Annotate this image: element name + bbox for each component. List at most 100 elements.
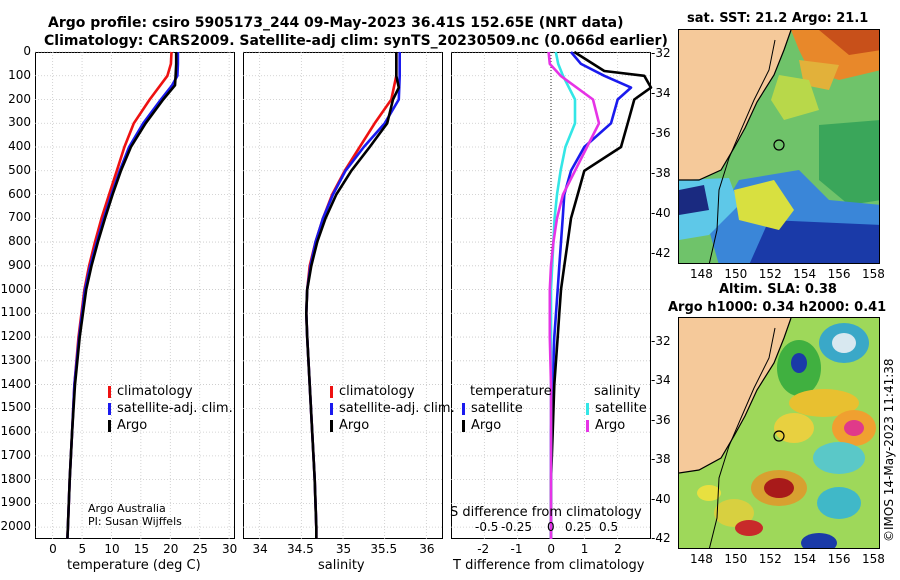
map-x-tick-label: 158 [862, 267, 885, 281]
legend-label-climatology: climatology [117, 384, 193, 399]
legend-swatch-satellite [108, 402, 111, 415]
legend-label-s-argo: Argo [595, 418, 626, 433]
x-tick-label: -1 [510, 542, 523, 556]
x-tick-label: 35.5 [370, 542, 398, 556]
sst-map-title: sat. SST: 21.2 Argo: 21.1 [687, 11, 869, 26]
legend-swatch-s-satellite [586, 402, 589, 415]
y-tick-label: 2000 [0, 519, 31, 534]
legend-label-t-satellite: satellite [471, 401, 523, 416]
y-tick-label: 100 [8, 67, 31, 82]
x-tick-label: 15 [133, 542, 150, 556]
s-tick-label: 0.25 [565, 520, 592, 534]
map-x-tick-label: 158 [862, 552, 885, 566]
map-y-tick-label: -36 [651, 412, 671, 427]
map-x-tick-label: 154 [793, 267, 817, 281]
y-tick-label: 800 [8, 234, 31, 249]
map-x-tick-label: 156 [827, 267, 851, 281]
legend-swatch-argo [108, 419, 111, 432]
sla-map-title-2: Argo h1000: 0.34 h2000: 0.41 [668, 300, 887, 315]
map-x-tick-label: 150 [724, 552, 748, 566]
x-tick-label: 2 [614, 542, 622, 556]
x-tick-label: 10 [104, 542, 120, 556]
y-tick-label: 1300 [0, 352, 31, 367]
y-tick-label: 600 [8, 186, 31, 201]
series-salinity-argo [547, 51, 601, 539]
legend-label-argo: Argo [339, 418, 370, 433]
map-y-tick-label: -38 [651, 452, 671, 467]
map-y-tick-label: -34 [651, 86, 671, 100]
temperature-legend: climatology satellite-adj. clim. Argo [108, 383, 233, 434]
map-x-tick-label: 154 [793, 552, 817, 566]
series-argo [66, 52, 178, 540]
salinity-xlabel: salinity [318, 558, 365, 573]
credit-text: Argo Australia PI: Susan Wijffels [88, 502, 182, 528]
chart-title-line1: Argo profile: csiro 5905173_244 09-May-2… [48, 15, 624, 31]
x-tick-label: 34 [252, 542, 268, 556]
map-y-tick-label: -32 [651, 46, 671, 60]
map-y-tick-label: -40 [651, 491, 671, 506]
y-tick-label: 500 [8, 162, 31, 177]
series-satellite-adj-clim- [66, 52, 180, 540]
s-tick-label: 0 [547, 520, 555, 534]
legend-label-argo: Argo [117, 418, 148, 433]
map-y-tick-label: -40 [651, 206, 671, 220]
tdiff-xlabel: T difference from climatology [453, 558, 645, 573]
legend-swatch-t-argo [462, 419, 465, 432]
y-tick-label: 1700 [0, 447, 31, 462]
argo-location-marker [773, 139, 785, 151]
legend-label-s-satellite: satellite [595, 401, 647, 416]
map-x-tick-label: 152 [758, 552, 782, 566]
timestamp-stamp: ©IMOS 14-May-2023 11:41:38 [882, 358, 896, 542]
sst-map-image [679, 30, 879, 263]
map-y-tick-label: -34 [651, 373, 671, 388]
x-tick-label: 20 [163, 542, 179, 556]
x-tick-label: 30 [221, 542, 238, 556]
y-tick-label: 1000 [0, 281, 31, 296]
y-tick-label: 1200 [0, 329, 31, 344]
map-y-tick-label: -42 [651, 531, 671, 545]
series-salinity-satellite [549, 51, 577, 539]
y-tick-label: 300 [8, 115, 31, 130]
legend-label-satellite: satellite-adj. clim. [117, 401, 233, 416]
tdiff-legend: temperature satellite Argo [462, 383, 552, 434]
legend-label-climatology: climatology [339, 384, 415, 399]
sst-map [678, 29, 880, 264]
series-temperature-satellite [549, 51, 633, 539]
sdiff-title: S difference from climatology [450, 505, 642, 520]
x-tick-label: 35 [335, 542, 352, 556]
y-tick-label: 400 [8, 139, 31, 154]
credit-line1: Argo Australia [88, 502, 166, 515]
salinity-legend: climatology satellite-adj. clim. Argo [330, 383, 455, 434]
x-tick-label: 0 [547, 542, 556, 556]
x-tick-label: 0 [49, 542, 57, 556]
temperature-panel [35, 52, 235, 539]
map-y-tick-label: -38 [651, 166, 671, 180]
y-tick-label: 1400 [0, 376, 31, 391]
s-tick-label: -0.5 [475, 520, 499, 534]
sdiff-legend: salinity satellite Argo [586, 383, 647, 434]
legend-swatch-satellite [330, 402, 333, 415]
legend-swatch-t-satellite [462, 402, 465, 415]
y-tick-label: 700 [8, 210, 31, 225]
legend-temperature-head: temperature [470, 384, 552, 399]
y-tick-label: 900 [8, 257, 31, 272]
map-x-tick-label: 156 [827, 552, 851, 566]
y-tick-label: 1900 [0, 495, 31, 510]
legend-swatch-climatology [330, 385, 333, 398]
x-tick-label: 36 [419, 542, 435, 556]
x-tick-label: 1 [580, 542, 589, 556]
y-tick-label: 200 [8, 91, 31, 106]
sla-map [678, 317, 880, 549]
x-tick-label: 5 [78, 542, 87, 556]
temperature-xlabel: temperature (deg C) [67, 558, 201, 573]
sla-map-title-1: Altim. SLA: 0.38 [719, 282, 837, 297]
y-tick-label: 1500 [0, 400, 31, 415]
sla-map-image [679, 318, 879, 548]
y-tick-label: 1100 [0, 305, 31, 320]
legend-salinity-head: salinity [594, 384, 641, 399]
series-argo [304, 52, 401, 539]
s-tick-label: 0.5 [599, 520, 619, 534]
series-temperature-argo [549, 50, 653, 539]
map-x-tick-label: 148 [690, 552, 713, 566]
y-tick-label: 1600 [0, 424, 31, 439]
